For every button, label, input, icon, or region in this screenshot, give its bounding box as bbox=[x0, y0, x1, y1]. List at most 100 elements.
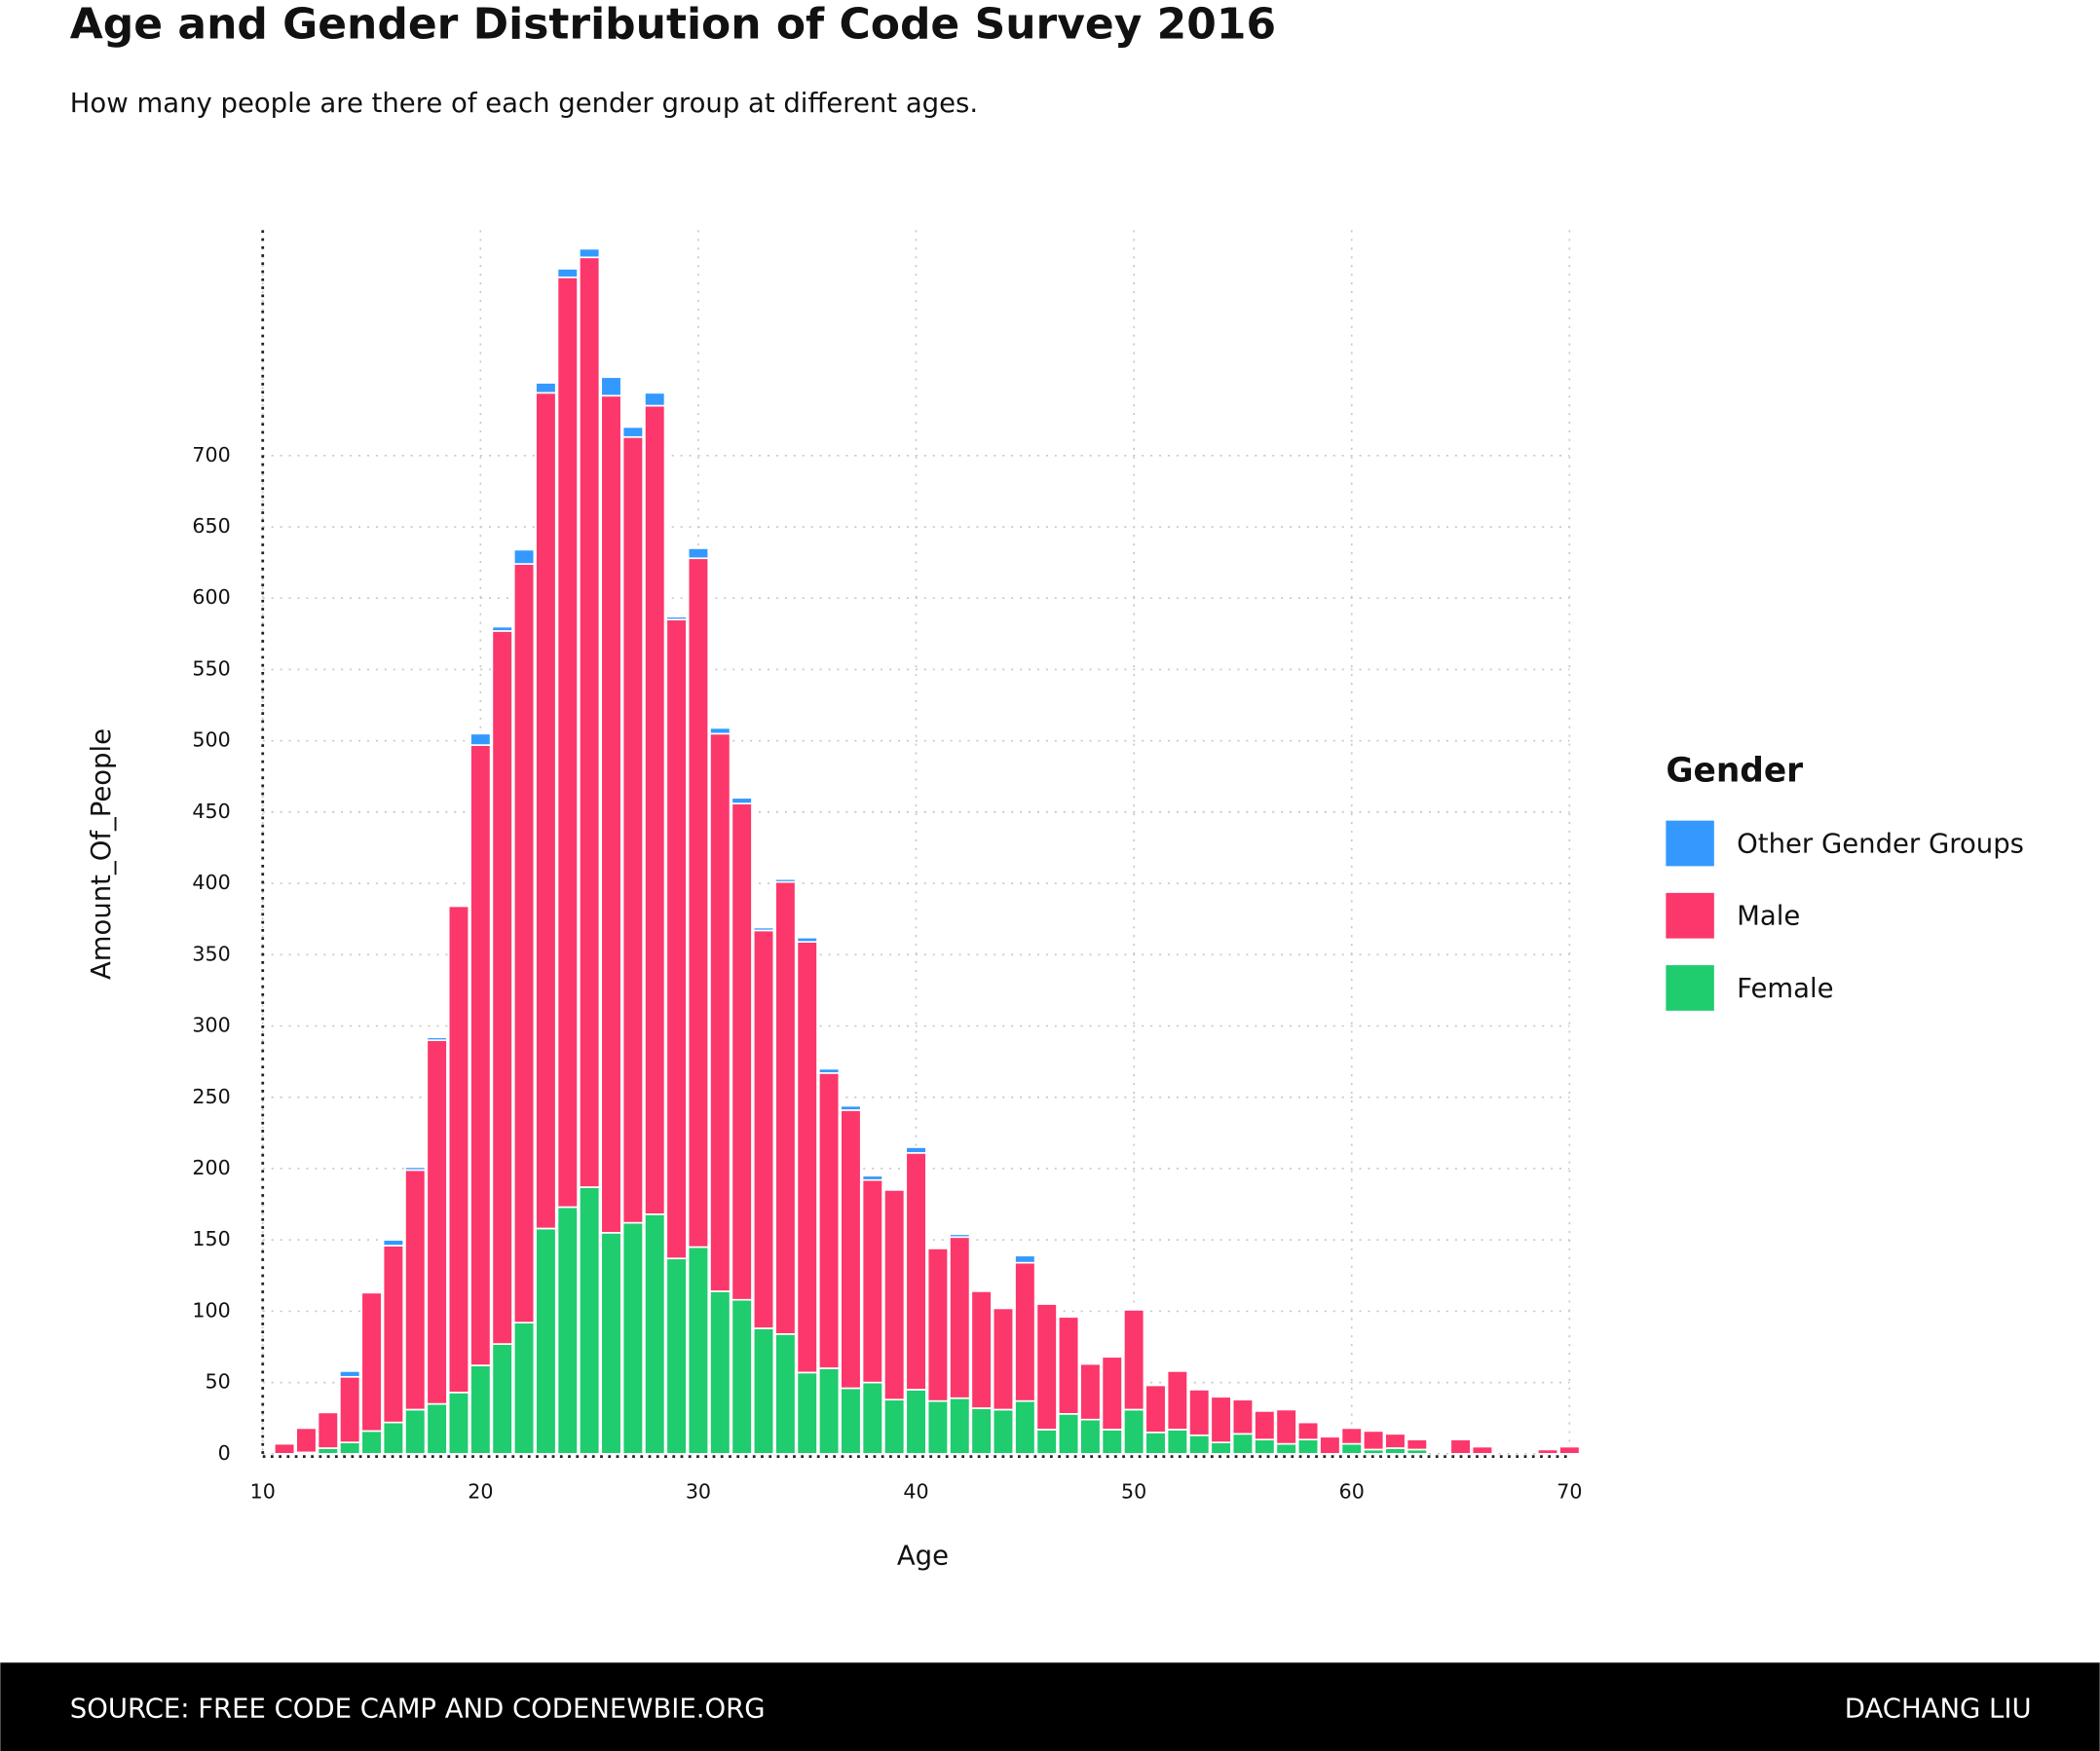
bar-segment bbox=[817, 1072, 841, 1369]
y-axis-label: Amount_Of_People bbox=[86, 728, 117, 980]
bar-segment bbox=[600, 376, 622, 397]
bar-segment bbox=[1275, 1442, 1297, 1455]
source: SOURCE: FREE CODE CAMP AND CODENEWBIE.OR… bbox=[70, 1693, 766, 1724]
y-tick-label: 600 bbox=[192, 585, 230, 609]
bar-segment bbox=[556, 1206, 579, 1455]
bar-segment bbox=[512, 563, 536, 1323]
bar-segment bbox=[1471, 1445, 1494, 1455]
x-tick-label: 50 bbox=[1121, 1480, 1146, 1504]
bar-segment bbox=[535, 391, 557, 1230]
y-tick-label: 450 bbox=[192, 800, 230, 823]
x-tick-label: 70 bbox=[1556, 1480, 1582, 1504]
bar-segment bbox=[861, 1381, 883, 1455]
bar-segment bbox=[426, 1402, 448, 1455]
bar-segment bbox=[992, 1408, 1015, 1455]
bar-segment bbox=[774, 880, 797, 1335]
bar-segment bbox=[1319, 1435, 1341, 1455]
bar-segment bbox=[1231, 1433, 1255, 1455]
bar-segment bbox=[600, 1232, 622, 1455]
y-tick-label: 350 bbox=[192, 942, 230, 965]
bar-segment bbox=[731, 797, 753, 804]
bar-segment bbox=[1340, 1442, 1363, 1455]
bar-segment bbox=[1340, 1427, 1363, 1445]
legend-swatch bbox=[1666, 965, 1714, 1011]
bar-segment bbox=[382, 1245, 404, 1424]
bar-segment bbox=[360, 1291, 383, 1433]
bar-segment bbox=[469, 744, 492, 1366]
bar-segment bbox=[840, 1109, 862, 1390]
bar-segment bbox=[1275, 1408, 1297, 1445]
bar-segment bbox=[949, 1397, 971, 1455]
bar-segment bbox=[339, 1370, 361, 1378]
legend-label: Female bbox=[1737, 973, 1833, 1004]
bar-segment bbox=[840, 1387, 862, 1455]
bar-segment bbox=[992, 1307, 1015, 1411]
bar-segment bbox=[1123, 1408, 1145, 1455]
bar-segment bbox=[1406, 1438, 1428, 1451]
bar-segment bbox=[512, 1322, 536, 1455]
y-tick-label: 550 bbox=[192, 656, 230, 680]
bar-segment bbox=[1384, 1447, 1406, 1455]
bar-segment bbox=[1014, 1261, 1036, 1402]
bar-segment bbox=[665, 618, 688, 1260]
bar-segment bbox=[1296, 1421, 1320, 1441]
y-tick-label: 650 bbox=[192, 514, 230, 538]
bar-segment bbox=[687, 1246, 710, 1455]
bar-segment bbox=[621, 1221, 644, 1455]
bar-segment bbox=[317, 1411, 339, 1449]
x-tick-label: 30 bbox=[686, 1480, 711, 1504]
bar-segment bbox=[1254, 1410, 1276, 1441]
bar-segment bbox=[905, 1146, 927, 1154]
bar-segment bbox=[709, 726, 731, 735]
legend-swatch bbox=[1666, 892, 1714, 939]
bar-segment bbox=[404, 1169, 427, 1411]
y-tick-label: 100 bbox=[192, 1298, 230, 1322]
bar-segment bbox=[579, 1186, 601, 1455]
y-tick-label: 200 bbox=[192, 1156, 230, 1179]
bar-segment bbox=[883, 1398, 906, 1455]
x-tick-label: 60 bbox=[1339, 1480, 1365, 1504]
bar-segment bbox=[665, 615, 688, 621]
x-tick-label: 20 bbox=[468, 1480, 493, 1504]
bar-segment bbox=[949, 1236, 971, 1399]
bar-segment bbox=[709, 732, 731, 1292]
bar-segment bbox=[426, 1039, 448, 1405]
bar-segment bbox=[861, 1178, 883, 1384]
bar-segment bbox=[1035, 1303, 1058, 1431]
author: DACHANG LIU bbox=[1845, 1693, 2032, 1724]
bar-segment bbox=[752, 926, 775, 932]
x-axis-label: Age bbox=[897, 1541, 949, 1572]
bar-segment bbox=[1558, 1445, 1581, 1455]
bar-segment bbox=[1449, 1438, 1472, 1455]
bar-segment bbox=[731, 1298, 753, 1455]
bar-segment bbox=[404, 1408, 427, 1455]
bar-segment bbox=[752, 1327, 775, 1455]
bar-segment bbox=[1231, 1398, 1255, 1435]
bar-segment bbox=[644, 391, 666, 407]
x-tick-label: 40 bbox=[903, 1480, 928, 1504]
bar-segment bbox=[817, 1067, 841, 1074]
bar-segment bbox=[1014, 1399, 1036, 1455]
bar-segment bbox=[731, 802, 753, 1301]
bar-segment bbox=[665, 1257, 688, 1455]
bar-segment bbox=[1057, 1413, 1080, 1455]
bar-segment bbox=[556, 276, 579, 1209]
bar-segment bbox=[621, 426, 644, 438]
y-tick-label: 150 bbox=[192, 1227, 230, 1250]
bar-segment bbox=[926, 1248, 950, 1402]
bar-segment bbox=[840, 1104, 862, 1111]
bar-segment bbox=[1384, 1433, 1406, 1449]
footer bbox=[0, 1662, 2100, 1751]
bar-segment bbox=[644, 404, 666, 1215]
bar-segment bbox=[774, 1333, 797, 1455]
bar-segment bbox=[447, 905, 470, 1394]
bar-segment bbox=[1188, 1434, 1211, 1455]
y-tick-label: 400 bbox=[192, 871, 230, 894]
bar-segment bbox=[382, 1239, 404, 1247]
bar-segment bbox=[317, 1447, 339, 1455]
bar-segment bbox=[796, 936, 818, 943]
bar-segment bbox=[426, 1036, 448, 1042]
legend-label: Male bbox=[1737, 901, 1800, 932]
bar-segment bbox=[447, 1392, 470, 1455]
